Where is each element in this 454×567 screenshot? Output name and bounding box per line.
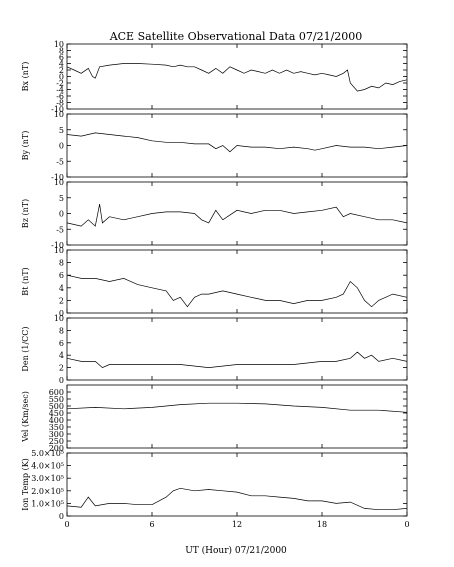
y-tick-label: 10 [54,110,64,119]
y-tick-label: -6 [56,92,64,101]
y-tick-label: 500 [49,402,64,411]
y-tick-label: 0 [59,376,64,385]
y-tick-label: -10 [51,173,64,182]
y-tick-label: 10 [54,314,64,323]
series-line-panel-2 [66,132,408,153]
y-tick-label: 450 [49,409,64,418]
panel-7: 0 1.0×10⁵ 2.0×10⁵ 3.0×10⁵ 4.0×10⁵ 5.0×10⁵Ion … [21,449,408,521]
y-axis-label: Bz (nT) [21,199,30,228]
chart-title: ACE Satellite Observational Data 07/21/2… [109,30,363,43]
y-tick-label: 4 [59,284,64,293]
y-tick-label: 2 [59,66,64,75]
y-tick-label: 4 [59,351,64,360]
y-tick-label: 4 [59,60,64,69]
y-tick-label: 8 [59,259,64,268]
y-tick-label: 5.0×10⁵ [31,449,64,458]
x-tick-label: 0 [64,520,69,529]
y-tick-label: -8 [56,99,64,108]
y-tick-label: 5 [59,126,64,135]
panel-frame [66,249,408,314]
x-axis: 0 6 12 18 0 [64,520,409,529]
y-axis-label: By (nT) [21,131,30,161]
y-tick-label: 550 [49,395,64,404]
y-tick-label: -5 [56,157,64,166]
y-tick-label: 6 [59,271,64,280]
y-tick-label: 8 [59,47,64,56]
y-tick-label: 0 [59,73,64,82]
y-axis-label: Bt (nT) [21,267,30,295]
series-line-panel-1 [66,63,408,92]
x-axis-label: UT (Hour) 07/21/2000 [185,545,287,556]
y-tick-label: 250 [49,437,64,446]
y-tick-label: 400 [49,416,64,425]
series-line-panel-4 [66,274,408,308]
x-tick-label: 18 [317,520,327,529]
panel-frame [66,384,408,449]
y-tick-label: 0 [59,309,64,318]
x-tick-label: 0 [404,520,409,529]
panel-frame [66,317,408,381]
panel-5: 0 2 4 6 8 10 Den (1/CC) [21,314,408,385]
x-tick-label: 6 [149,520,154,529]
y-tick-label: 2.0×10⁵ [31,487,64,496]
y-tick-label: 4.0×10⁵ [31,462,64,471]
series-line-panel-6 [66,402,408,413]
y-tick-label: 2 [59,296,64,305]
series-line-panel-3 [66,204,408,227]
y-tick-label: 10 [54,178,64,187]
panel-frame [66,43,408,110]
panel-2: -10 -5 0 5 10 By (nT) [21,110,408,182]
panel-3: -10 -5 0 5 10 Bz (nT) [21,178,408,250]
y-tick-label: 8 [59,326,64,335]
y-axis-label: Den (1/CC) [21,326,30,371]
y-axis-label: Ion Temp (K) [21,458,30,511]
series-line-panel-5 [66,351,408,369]
y-tick-label: 2 [59,364,64,373]
y-axis-label: Bx (nT) [21,62,30,92]
panel-4: 0 2 4 6 8 10 Bt (nT) [21,246,408,318]
y-tick-label: 600 [49,388,64,397]
y-tick-label: 5 [59,194,64,203]
y-axis-label: Vel (Km/sec) [21,391,30,443]
y-tick-label: -10 [51,105,64,114]
y-tick-label: 300 [49,430,64,439]
y-tick-label: 10 [54,246,64,255]
x-tick-label: 12 [232,520,242,529]
y-tick-label: 6 [59,53,64,62]
y-tick-label: 350 [49,423,64,432]
y-tick-label: 6 [59,339,64,348]
y-tick-label: 0 [59,210,64,219]
series-line-panel-7 [66,487,408,511]
y-tick-label: -5 [56,225,64,234]
panel-frame [66,452,408,517]
y-tick-label: -10 [51,241,64,250]
panel-frame [66,181,408,246]
y-tick-label: 0 [59,512,64,521]
y-tick-label: 200 [49,444,64,453]
y-tick-label: -2 [56,79,64,88]
y-tick-label: 1.0×10⁵ [31,499,64,508]
y-tick-label: 0 [59,142,64,151]
y-tick-label: 10 [54,40,64,49]
y-tick-label: -4 [56,86,64,95]
y-tick-label: 3.0×10⁵ [31,474,64,483]
